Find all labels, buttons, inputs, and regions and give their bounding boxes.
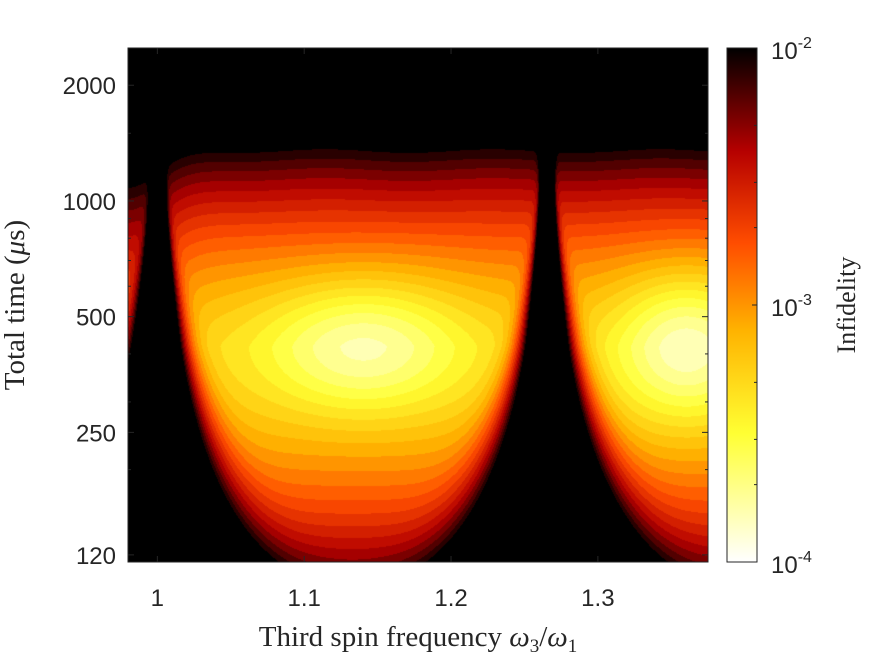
y-axis: 120 250 500 1000 2000: [63, 73, 708, 570]
y-label-unit: s): [0, 220, 31, 241]
y-tick-label: 120: [76, 543, 116, 570]
svg-text:Total time (μs): Total time (μs): [0, 220, 31, 390]
y-label-mu: μ: [0, 241, 31, 257]
x-label-main: Third spin frequency: [259, 621, 509, 653]
colorbar-label: Infidelity: [832, 257, 861, 354]
x-axis-label: Third spin frequency ω3/ω1: [259, 621, 577, 656]
x-tick-label: 1.3: [581, 585, 614, 612]
x-tick-label: 1: [151, 585, 164, 612]
y-tick-label: 500: [76, 305, 116, 332]
colorbar: 10-410-310-2 Infidelity: [726, 35, 861, 579]
x-tick-label: 1.2: [434, 585, 467, 612]
colorbar-ticks: 10-410-310-2: [752, 35, 812, 579]
x-axis: 1 1.1 1.2 1.3: [151, 48, 615, 612]
x-label-omega1: ω: [547, 621, 567, 653]
colorbar-tick-label: 10-2: [771, 35, 812, 65]
x-tick-label: 1.1: [288, 585, 321, 612]
plot-frame: [127, 47, 709, 563]
svg-text:Third spin frequency ω3/ω1: Third spin frequency ω3/ω1: [259, 621, 577, 656]
y-label-main: Total time (: [0, 255, 31, 390]
heatmap-image: [128, 48, 708, 562]
colorbar-tick-label: 10-3: [771, 292, 812, 322]
colorbar-tick-exp: -4: [798, 549, 812, 566]
colorbar-tick-exp: -3: [798, 292, 812, 309]
x-label-sub1: 1: [568, 636, 578, 656]
colorbar-tick-exp: -2: [798, 35, 812, 52]
y-tick-label: 250: [76, 420, 116, 447]
x-label-sub3: 3: [530, 636, 540, 656]
colorbar-tick-base: 10: [771, 552, 798, 579]
colorbar-tick-label: 10-4: [771, 549, 812, 579]
y-tick-label: 1000: [63, 189, 116, 216]
x-label-omega3: ω: [509, 621, 529, 653]
colorbar-tick-base: 10: [771, 295, 798, 322]
x-label-slash: /: [539, 621, 548, 653]
y-axis-label: Total time (μs): [0, 220, 31, 390]
colorbar-tick-base: 10: [771, 38, 798, 65]
heatmap-plot: 1 1.1 1.2 1.3 120 250 500 1000 2000: [63, 47, 709, 612]
y-tick-label: 2000: [63, 73, 116, 100]
